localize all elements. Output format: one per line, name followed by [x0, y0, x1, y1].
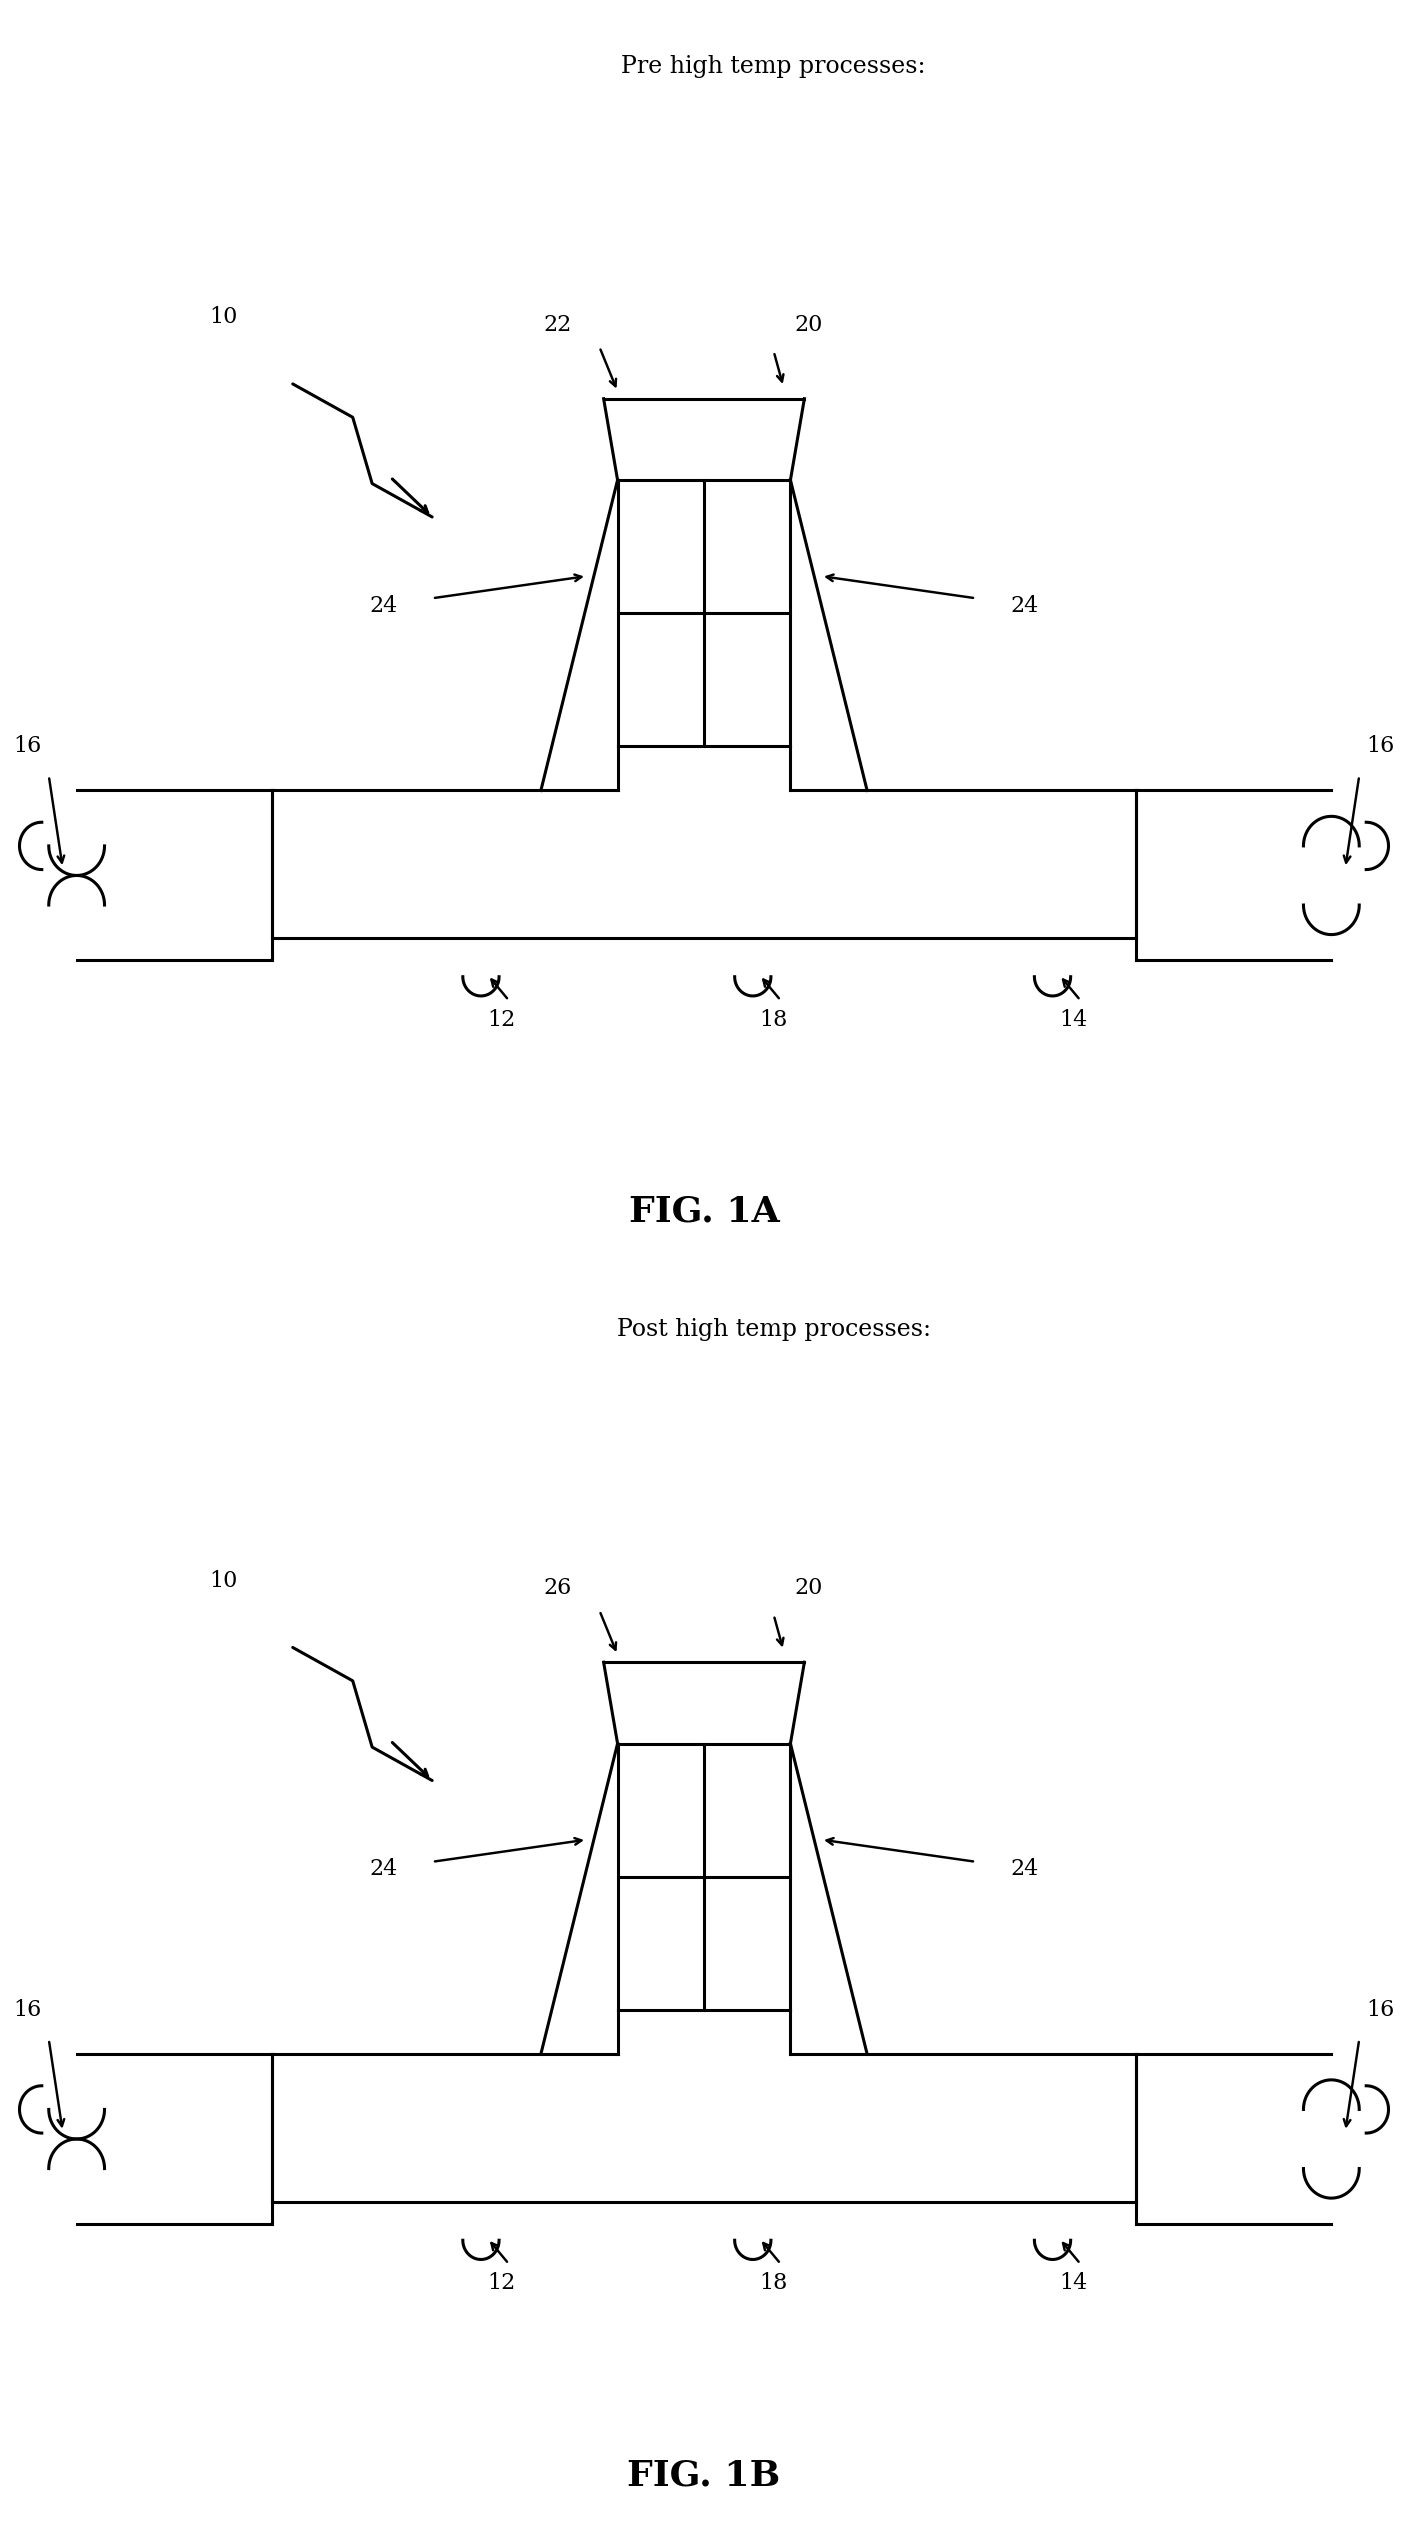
Text: 20: 20	[794, 314, 822, 337]
Text: 24: 24	[1011, 1857, 1039, 1880]
Text: 18: 18	[759, 1009, 788, 1031]
Text: 16: 16	[14, 735, 42, 758]
Text: 14: 14	[1059, 1009, 1087, 1031]
Text: 12: 12	[487, 1009, 515, 1031]
Text: 16: 16	[14, 1999, 42, 2020]
Text: 16: 16	[1366, 1999, 1394, 2020]
Text: Post high temp processes:: Post high temp processes:	[617, 1318, 931, 1340]
Text: 26: 26	[543, 1576, 572, 1599]
Text: 12: 12	[487, 2273, 515, 2293]
Text: 24: 24	[369, 595, 397, 616]
Text: 14: 14	[1059, 2273, 1087, 2293]
Text: FIG. 1B: FIG. 1B	[628, 2458, 780, 2493]
Text: 24: 24	[369, 1857, 397, 1880]
Text: FIG. 1A: FIG. 1A	[628, 1196, 780, 1229]
Text: 10: 10	[208, 307, 237, 329]
Text: 20: 20	[794, 1576, 822, 1599]
Text: 16: 16	[1366, 735, 1394, 758]
Text: 24: 24	[1011, 595, 1039, 616]
Text: Pre high temp processes:: Pre high temp processes:	[621, 56, 926, 79]
Text: 22: 22	[543, 314, 572, 337]
Text: 18: 18	[759, 2273, 788, 2293]
Text: 10: 10	[208, 1571, 237, 1591]
